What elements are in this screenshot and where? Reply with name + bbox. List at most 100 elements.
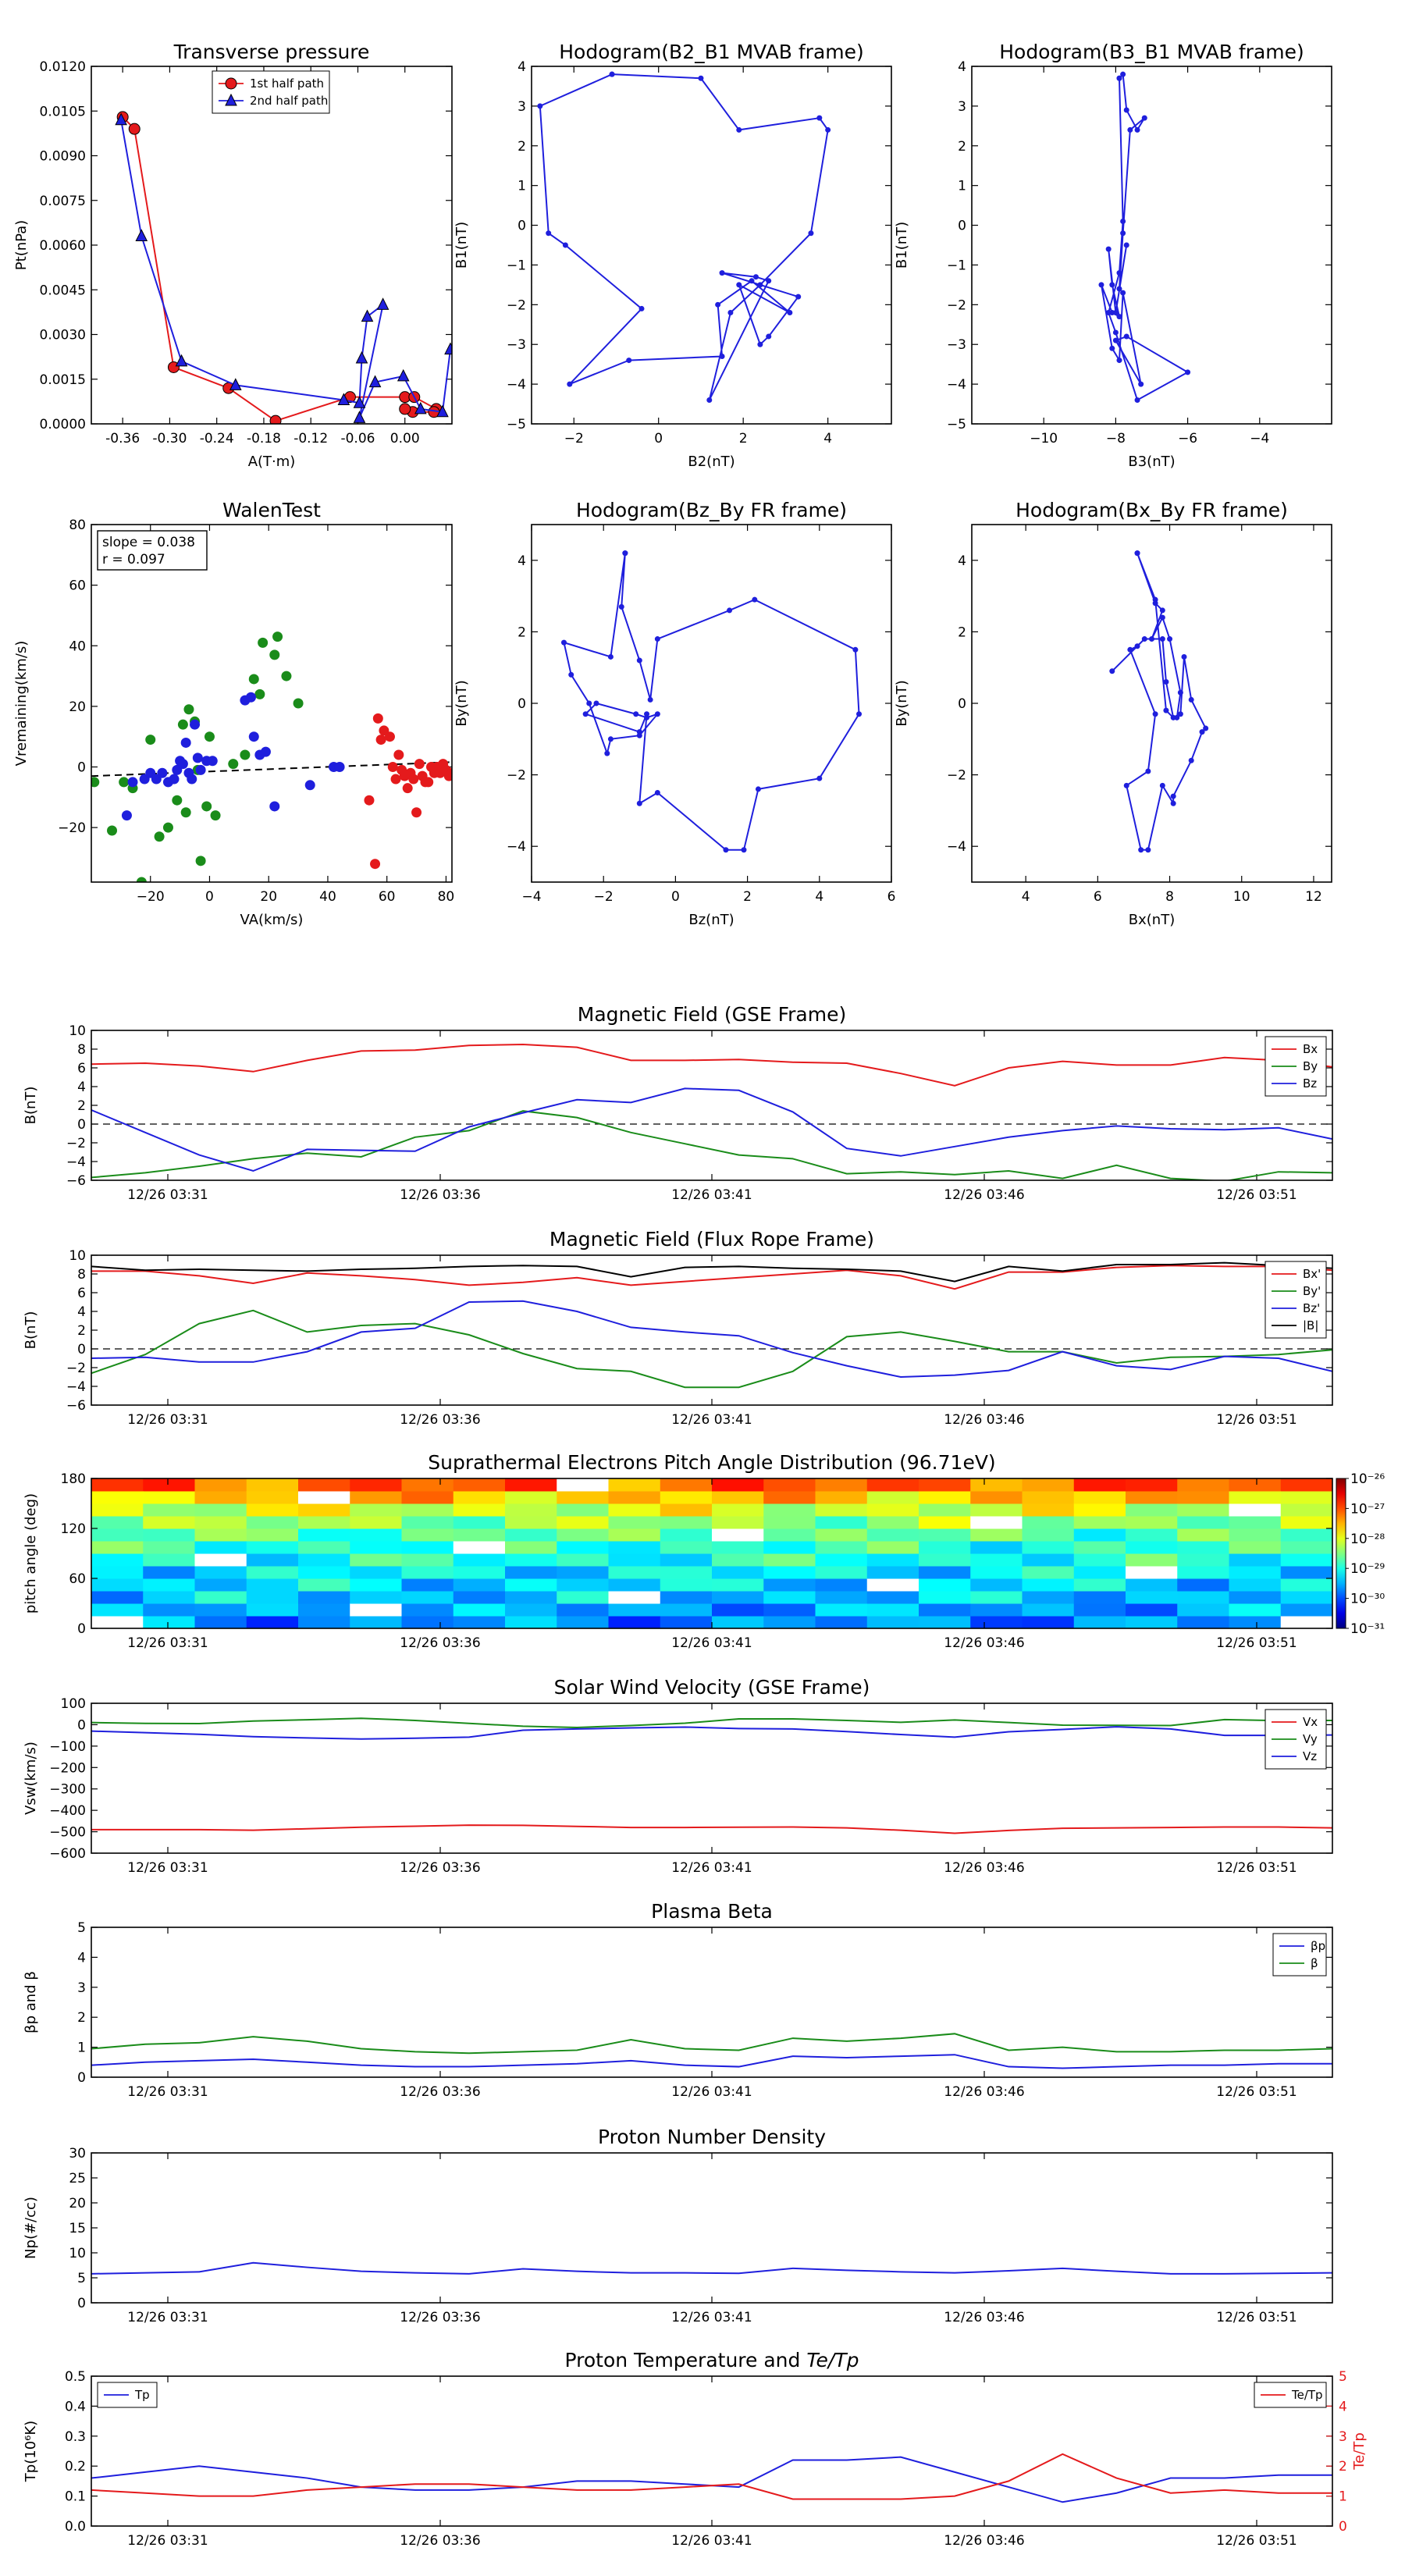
heatmap-cell — [763, 1553, 816, 1567]
plot-area — [91, 1717, 1332, 1834]
heatmap-cell — [1126, 1578, 1178, 1592]
scatter-point-green — [269, 649, 280, 660]
panel-pt: Transverse pressure 0.0000 0.0015 0.0030 0.0… — [13, 41, 453, 470]
data-point-Bz-By — [752, 596, 758, 603]
data-point-Bx-By — [1159, 636, 1165, 642]
data-point-B3-B1 — [1138, 381, 1144, 387]
x-tick-label: 8 — [1165, 889, 1174, 905]
time-tick-label: 12/26 03:41 — [671, 1860, 752, 1876]
scatter-point-blue — [190, 719, 201, 730]
heatmap-cell — [505, 1591, 557, 1604]
y-tick-label: 0 — [77, 760, 86, 776]
data-point-2nd half path — [444, 342, 452, 355]
heatmap-cell — [1177, 1591, 1229, 1604]
heatmap-cell — [194, 1591, 247, 1604]
heatmap-cell — [1177, 1553, 1229, 1567]
scatter-point-green — [177, 719, 188, 730]
data-point-2nd half path — [353, 411, 366, 423]
heatmap-cell — [91, 1578, 144, 1592]
scatter-point-green — [136, 877, 147, 882]
heatmap-cell — [919, 1566, 971, 1579]
y-tick-label: −600 — [49, 1846, 86, 1862]
legend-label-By: By — [1303, 1059, 1318, 1073]
series-line-Tp — [91, 2456, 1332, 2503]
scatter-point-green — [183, 704, 194, 715]
data-point-B2-B1 — [706, 397, 713, 403]
panel-mag_gse: Magnetic Field (GSE Frame) −6 −4 −2 0 2 4 6 8 10 1… — [23, 1003, 1333, 1203]
panel-title: Hodogram(Bx_By FR frame) — [1016, 499, 1288, 521]
heatmap-cell — [1177, 1503, 1229, 1517]
legend-label-B: |B| — [1303, 1318, 1318, 1332]
data-point-Bz-By — [816, 775, 823, 781]
y-tick-label: 0.0120 — [40, 59, 86, 75]
heatmap-cell — [1280, 1478, 1333, 1492]
data-point-B2-B1 — [609, 71, 615, 77]
data-point-2nd half path — [353, 396, 366, 408]
data-point-B3-B1 — [1105, 310, 1112, 316]
y-axis-label: βp and β — [23, 1971, 39, 2033]
y-tick-label: 2 — [77, 2010, 86, 2026]
heatmap-cell — [1022, 1503, 1075, 1517]
heatmap-cell — [453, 1603, 506, 1617]
data-point-1st half path — [399, 403, 411, 415]
time-tick-label: 12/26 03:36 — [400, 2310, 480, 2325]
heatmap-cell — [453, 1578, 506, 1592]
data-point-B2-B1 — [825, 126, 831, 133]
heatmap-cell — [763, 1516, 816, 1529]
heatmap-cell — [1073, 1478, 1126, 1492]
data-point-B2-B1 — [719, 353, 725, 359]
scatter-point-red — [423, 777, 434, 788]
data-point-B3-B1 — [1123, 242, 1129, 248]
heatmap-cell — [350, 1541, 402, 1554]
panel-pad: Suprathermal Electrons Pitch Angle Distr… — [23, 1451, 1385, 1651]
y-tick-label: −4 — [507, 377, 526, 393]
y-axis-label: Vsw(km/s) — [23, 1742, 39, 1815]
heatmap-cell — [453, 1541, 506, 1554]
time-tick-label: 12/26 03:41 — [671, 2310, 752, 2325]
scatter-point-red — [446, 767, 452, 778]
heatmap-cell — [246, 1516, 299, 1529]
data-point-B3-B1 — [1185, 369, 1191, 375]
y-tick-label-right: 4 — [1339, 2399, 1347, 2414]
scatter-point-blue — [121, 810, 132, 821]
heatmap-cell — [919, 1516, 971, 1529]
data-point-Bx-By — [1199, 729, 1205, 735]
y-axis-label: Vremaining(km/s) — [13, 641, 30, 767]
scatter-point-green — [210, 810, 221, 821]
y-axis-label: B(nT) — [23, 1311, 39, 1350]
series-line-Bx — [91, 1265, 1332, 1290]
heatmap-cell — [350, 1603, 402, 1617]
panel-mag_fr: Magnetic Field (Flux Rope Frame) −6 −4 −2 0 2… — [23, 1228, 1333, 1428]
plot-area — [537, 71, 831, 403]
heatmap-cell — [143, 1478, 195, 1492]
data-point-B3-B1 — [1123, 107, 1129, 113]
data-point-Bz-By — [636, 800, 642, 806]
data-point-B3-B1 — [1134, 397, 1140, 403]
series-line- — [91, 2033, 1332, 2055]
heatmap-cell — [143, 1541, 195, 1554]
heatmap-cell — [350, 1478, 402, 1492]
time-tick-label: 12/26 03:36 — [400, 2084, 480, 2100]
y-tick-label: 20 — [69, 2196, 86, 2211]
series-line-Bx — [91, 1043, 1332, 1087]
heatmap-cell — [970, 1491, 1023, 1504]
plot-area — [1098, 71, 1191, 403]
scatter-point-green — [201, 801, 212, 812]
heatmap-cell — [298, 1603, 350, 1617]
heatmap-cell — [712, 1591, 764, 1604]
heatmap-cell — [453, 1478, 506, 1492]
x-tick-label: 2 — [743, 889, 752, 905]
data-point-Bz-By — [723, 847, 729, 853]
heatmap-cell — [815, 1616, 868, 1629]
heatmap-cell — [608, 1516, 661, 1529]
data-point-Bz-By — [755, 786, 761, 792]
series-line-Vz — [91, 1726, 1332, 1740]
data-point-Bx-By — [1170, 800, 1176, 806]
plot-frame — [531, 524, 892, 883]
y-tick-label: 10 — [69, 1023, 86, 1039]
heatmap-cell — [505, 1491, 557, 1504]
panel-title: Plasma Beta — [651, 1900, 773, 1923]
data-point-B2-B1 — [757, 341, 763, 347]
data-point-Bx-By — [1177, 711, 1183, 717]
plot-frame — [91, 2152, 1333, 2304]
